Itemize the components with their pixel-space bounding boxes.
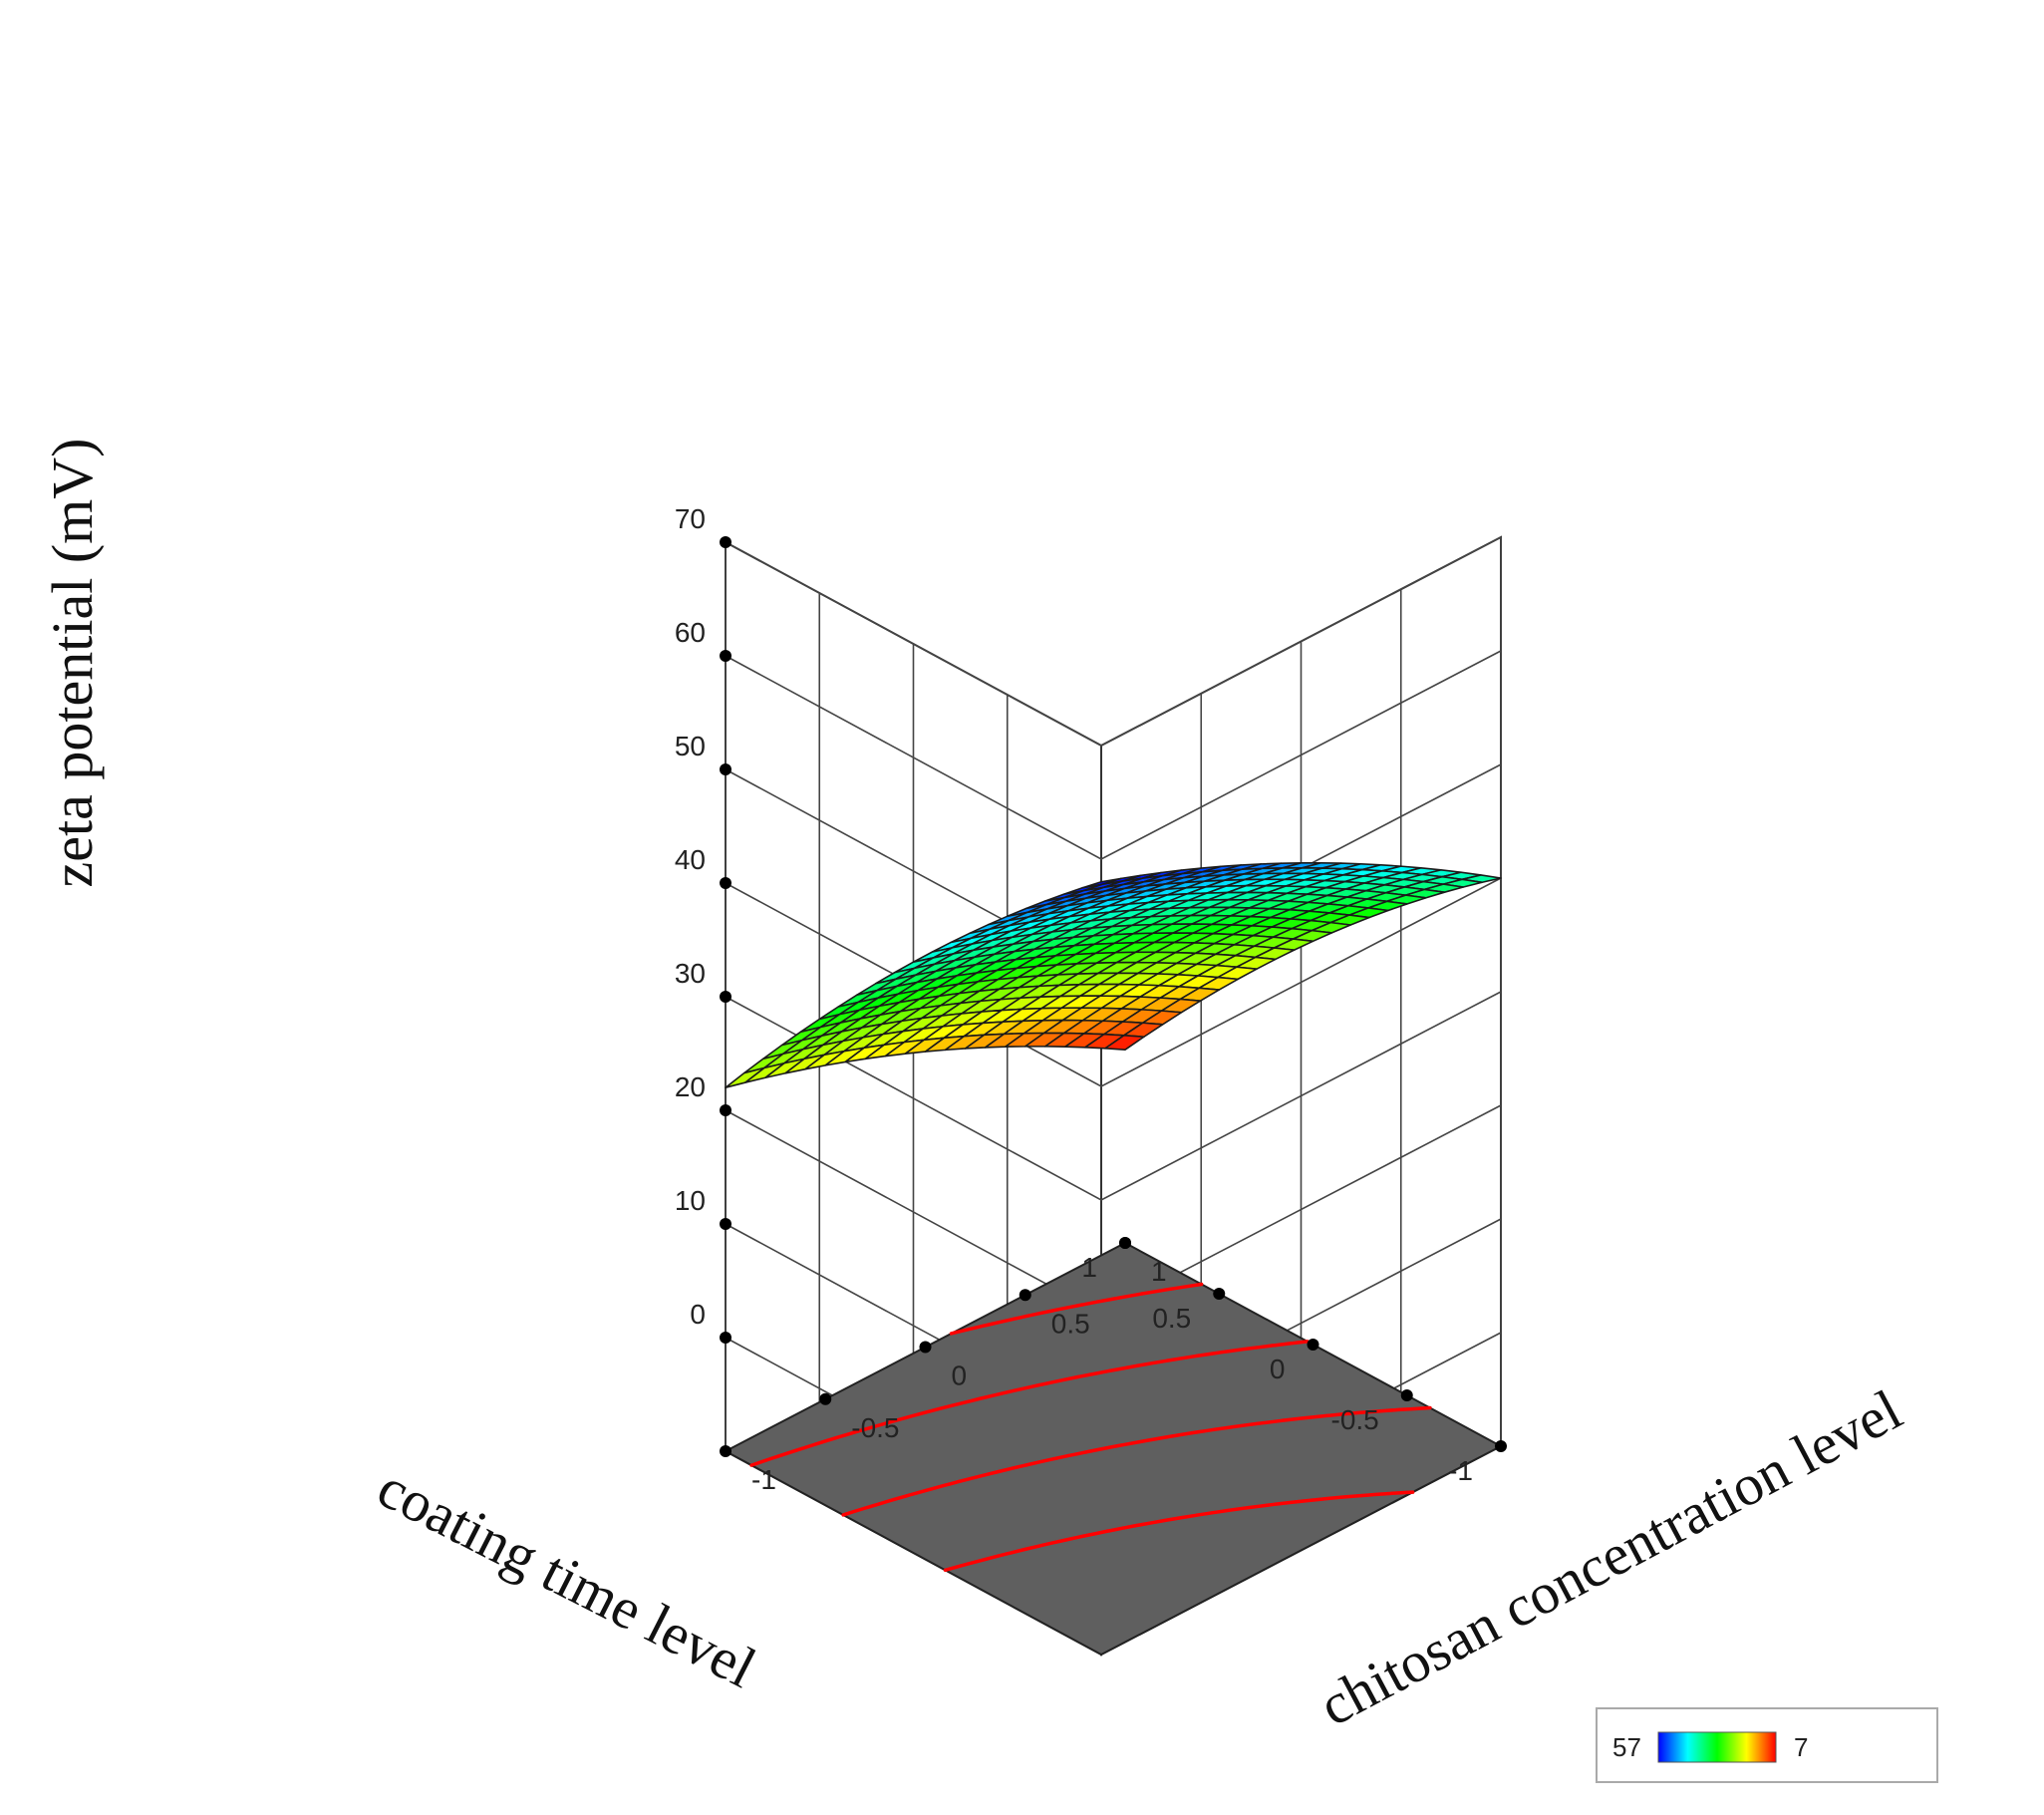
contour-line bbox=[749, 1340, 1310, 1467]
x-tick-mark bbox=[1307, 1339, 1319, 1351]
z-tick-mark bbox=[720, 650, 731, 662]
x-axis-title: coating time level bbox=[368, 1454, 766, 1700]
x-tick-label: -1 bbox=[1448, 1455, 1473, 1486]
legend-min-label: 7 bbox=[1794, 1732, 1808, 1762]
x-tick-label: 0 bbox=[1270, 1354, 1286, 1384]
grid-line-z bbox=[725, 991, 1502, 1201]
y-tick-label: -0.5 bbox=[851, 1412, 899, 1443]
z-tick-mark bbox=[720, 536, 731, 548]
y-tick-label: -1 bbox=[751, 1464, 776, 1495]
x-tick-label: 0.5 bbox=[1152, 1303, 1191, 1334]
y-tick-mark bbox=[1019, 1289, 1031, 1302]
y-tick-mark bbox=[919, 1341, 932, 1354]
z-tick-label: 20 bbox=[675, 1071, 706, 1102]
grid-line-z bbox=[725, 650, 1502, 860]
response-surface bbox=[725, 861, 1502, 1088]
z-tick-mark bbox=[720, 1218, 731, 1230]
contour-line bbox=[943, 1490, 1415, 1573]
y-tick-label: 0 bbox=[952, 1361, 968, 1391]
contour-line bbox=[949, 1282, 1204, 1336]
z-tick-label: 0 bbox=[690, 1299, 706, 1330]
z-tick-mark bbox=[720, 1332, 731, 1344]
legend-color-bar bbox=[1657, 1731, 1777, 1763]
y-tick-mark bbox=[819, 1392, 832, 1405]
surface-cell bbox=[1104, 1035, 1145, 1051]
color-legend: 57 7 bbox=[1596, 1707, 1938, 1783]
z-tick-mark bbox=[720, 763, 731, 775]
x-tick-mark bbox=[1400, 1389, 1413, 1401]
z-tick-label: 50 bbox=[675, 731, 706, 761]
contour-line bbox=[841, 1405, 1432, 1517]
x-tick-mark bbox=[1495, 1440, 1507, 1452]
y-tick-label: 0.5 bbox=[1051, 1308, 1090, 1339]
z-tick-label: 60 bbox=[675, 617, 706, 648]
z-tick-label: 40 bbox=[675, 844, 706, 875]
y-tick-label: 1 bbox=[1151, 1256, 1167, 1287]
floor-contours bbox=[749, 1282, 1432, 1573]
z-tick-mark bbox=[720, 877, 731, 889]
legend-max-label: 57 bbox=[1612, 1732, 1641, 1762]
z-tick-label: 10 bbox=[675, 1185, 706, 1216]
z-tick-mark bbox=[720, 991, 731, 1003]
y-tick-mark bbox=[1119, 1237, 1131, 1249]
x-tick-mark bbox=[1213, 1288, 1226, 1300]
z-tick-label: 70 bbox=[675, 503, 706, 534]
x-tick-label: 1 bbox=[1081, 1252, 1097, 1283]
z-tick-mark bbox=[720, 1104, 731, 1116]
axis-ticks: 0 10 20 30 40 50 60 70 -1 -0.5 0 0.5 1 -1 -0.5 0 0.5 1 bbox=[675, 503, 1507, 1495]
z-axis-title: zeta potential (mV) bbox=[40, 439, 105, 888]
y-tick-mark bbox=[720, 1445, 731, 1457]
grid-line-z bbox=[725, 536, 1502, 747]
z-tick-label: 30 bbox=[675, 958, 706, 989]
x-tick-label: -0.5 bbox=[1331, 1404, 1379, 1435]
grid-line-z bbox=[725, 877, 1502, 1087]
